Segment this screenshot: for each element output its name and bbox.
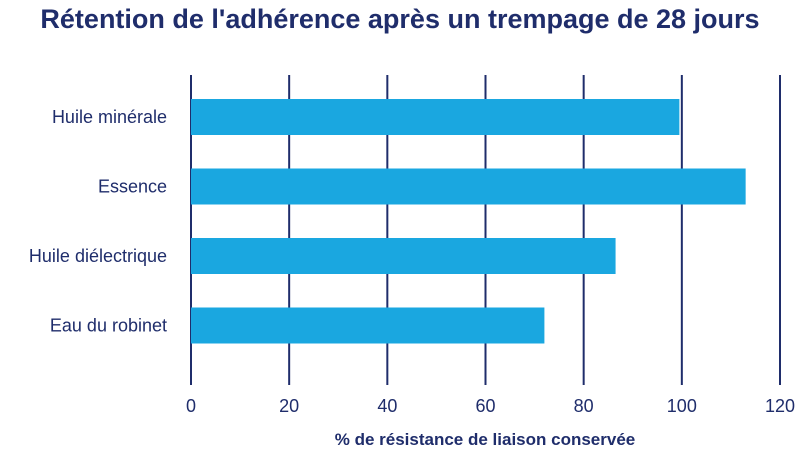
category-label-3: Eau du robinet: [50, 316, 167, 336]
bar-0: [191, 99, 680, 135]
x-tick-labels: 0 20 40 60 80 100 120: [186, 396, 795, 416]
x-tick-label-60: 60: [475, 396, 495, 416]
category-labels: Huile minérale Essence Huile diélectrique E…: [29, 107, 167, 336]
x-axis-label: % de résistance de liaison conservée: [335, 430, 635, 449]
x-tick-label-80: 80: [574, 396, 594, 416]
x-tick-label-100: 100: [667, 396, 697, 416]
category-label-1: Essence: [98, 177, 167, 197]
x-tick-label-0: 0: [186, 396, 196, 416]
chart-title: Rétention de l'adhérence après un trempa…: [40, 4, 759, 34]
bar-2: [191, 238, 616, 274]
x-tick-label-40: 40: [377, 396, 397, 416]
x-tick-label-120: 120: [765, 396, 795, 416]
bar-1: [191, 168, 746, 205]
category-label-2: Huile diélectrique: [29, 246, 167, 266]
bars: [191, 99, 746, 344]
category-label-0: Huile minérale: [52, 107, 167, 127]
x-tick-label-20: 20: [279, 396, 299, 416]
bar-3: [191, 307, 545, 344]
